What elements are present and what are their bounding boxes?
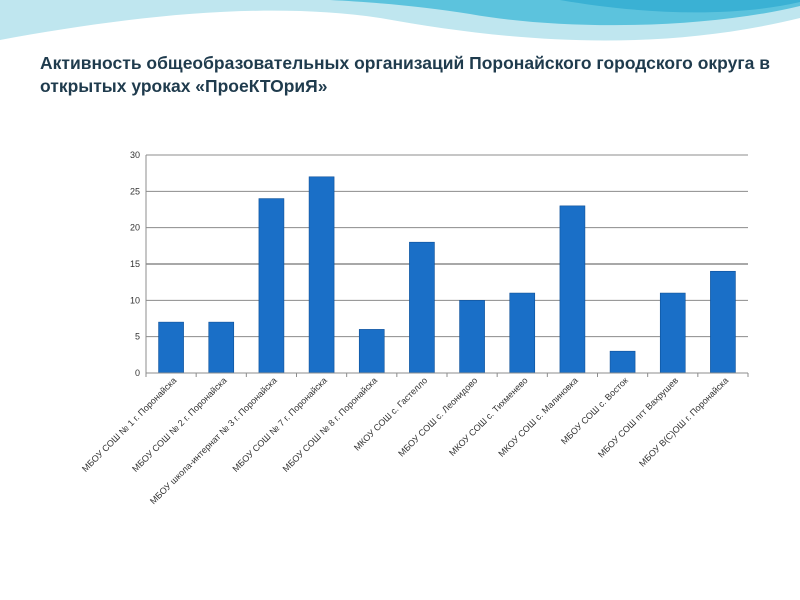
bar <box>409 241 435 374</box>
bar <box>158 321 184 374</box>
y-tick-label: 10 <box>130 295 140 305</box>
x-category-label: МБОУ СОШ № 1 г. Поронайска <box>80 375 179 474</box>
x-category-label: МБОУ В(С)ОШ г. Поронайска <box>637 375 730 468</box>
bar <box>258 198 285 374</box>
bar <box>308 176 335 374</box>
y-tick-label: 30 <box>130 150 140 160</box>
chart-gridlines <box>145 154 748 374</box>
header-wave-decoration <box>0 0 800 41</box>
y-tick-label: 25 <box>130 186 140 196</box>
bar <box>358 329 385 374</box>
y-axis-ticks: 0 5 10 15 20 25 30 <box>130 150 140 378</box>
x-category-label: МБОУ СОШ № 7 г. Поронайска <box>230 375 329 474</box>
y-tick-label: 20 <box>130 223 140 233</box>
bar <box>208 321 235 374</box>
y-tick-label: 15 <box>130 259 140 269</box>
chart-bars <box>158 176 736 374</box>
bar <box>659 292 686 374</box>
x-category-label: МБОУ СОШ № 8 г. Поронайска <box>281 375 380 474</box>
y-tick-label: 0 <box>135 368 140 378</box>
bar <box>710 270 736 374</box>
x-category-label: МБОУ СОШ пгт Вахрушев <box>596 375 680 459</box>
y-tick-label: 5 <box>135 332 140 342</box>
bar <box>509 292 536 374</box>
slide-title: Активность общеобразовательных организац… <box>40 53 771 96</box>
bar <box>459 300 485 374</box>
x-category-label: МБОУ СОШ № 2 г. Поронайска <box>130 375 229 474</box>
bar <box>559 205 586 374</box>
bar <box>609 350 636 374</box>
